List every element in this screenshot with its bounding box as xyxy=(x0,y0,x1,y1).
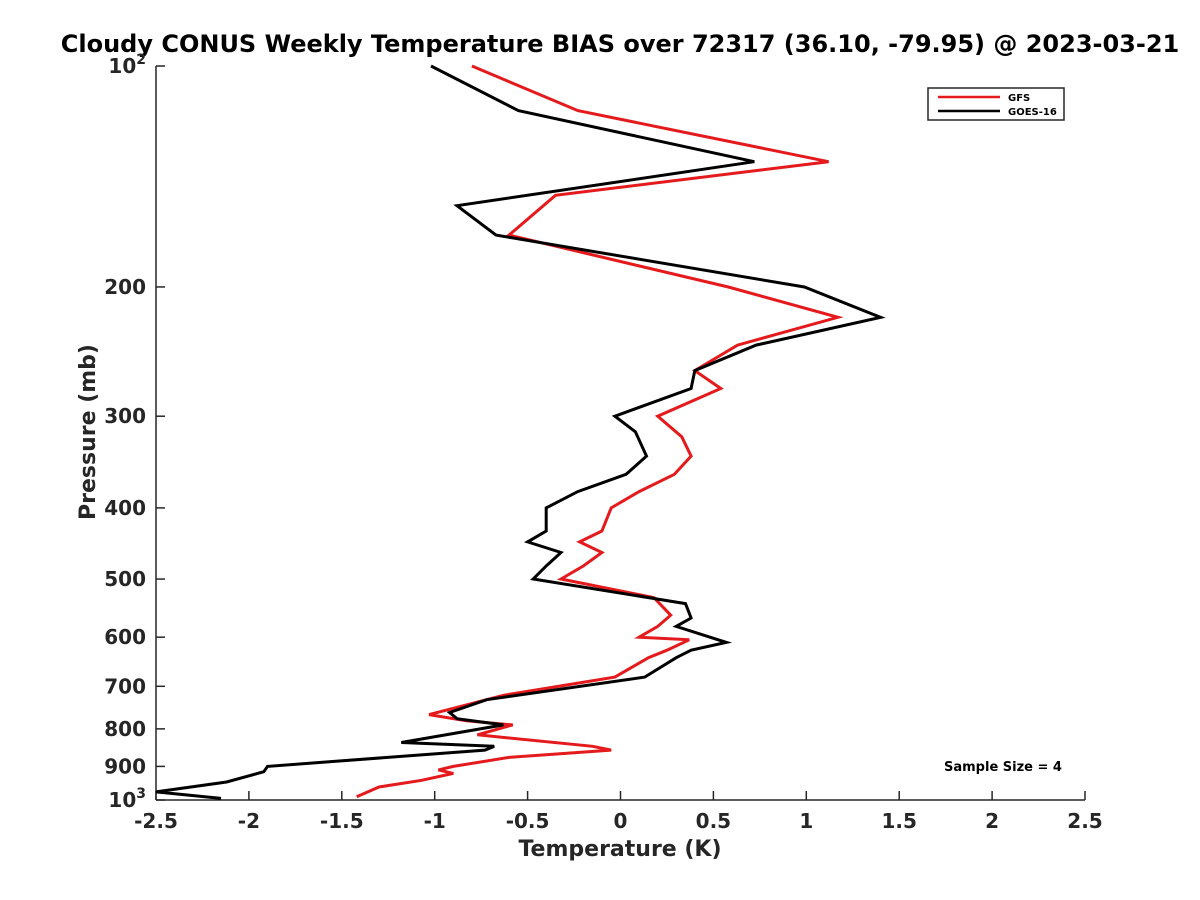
x-tick-label: -2.5 xyxy=(134,809,178,833)
x-tick-label: 0.5 xyxy=(696,809,731,833)
legend: GFS GOES-16 xyxy=(927,87,1065,121)
x-tick-label: 0 xyxy=(614,809,628,833)
legend-box xyxy=(927,87,1065,121)
x-tick-label: 1.5 xyxy=(881,809,916,833)
x-tick-label: 1 xyxy=(799,809,813,833)
y-tick-label: 700 xyxy=(104,674,146,698)
y-axis-label: Pressure (mb) xyxy=(76,344,101,520)
legend-label: GFS xyxy=(1008,93,1030,104)
y-tick-label: 900 xyxy=(104,754,146,778)
x-tick-label: -2 xyxy=(238,809,260,833)
series-line-gfs xyxy=(356,64,844,799)
y-tick-label: 600 xyxy=(104,625,146,649)
legend-label: GOES-16 xyxy=(1008,107,1057,118)
y-tick-label: 500 xyxy=(104,567,146,591)
series-line-goes-16 xyxy=(155,64,886,800)
x-tick-label: 2.5 xyxy=(1067,809,1102,833)
x-tick-label: 2 xyxy=(985,809,999,833)
x-tick-label: -0.5 xyxy=(506,809,550,833)
sample-size-annotation: Sample Size = 4 xyxy=(944,760,1062,775)
y-tick-label: 800 xyxy=(104,717,146,741)
series-layer xyxy=(155,64,886,800)
y-tick-label: 400 xyxy=(104,496,146,520)
x-tick-label: -1.5 xyxy=(320,809,364,833)
y-tick-label: 102 xyxy=(108,52,146,78)
y-tick-label: 300 xyxy=(104,404,146,428)
x-axis-label: Temperature (K) xyxy=(518,837,721,862)
y-tick-label: 103 xyxy=(108,786,146,812)
series-goes-16 xyxy=(155,64,886,800)
y-tick-label: 200 xyxy=(104,275,146,299)
series-gfs xyxy=(356,64,844,799)
chart-title: Cloudy CONUS Weekly Temperature BIAS ove… xyxy=(60,30,1180,58)
axes: -2.5 -2 -1.5 -1 -0.5 0 0.5 1 1.5 2 2.5 102 200 300 400… xyxy=(104,52,1102,833)
x-tick-label: -1 xyxy=(424,809,446,833)
